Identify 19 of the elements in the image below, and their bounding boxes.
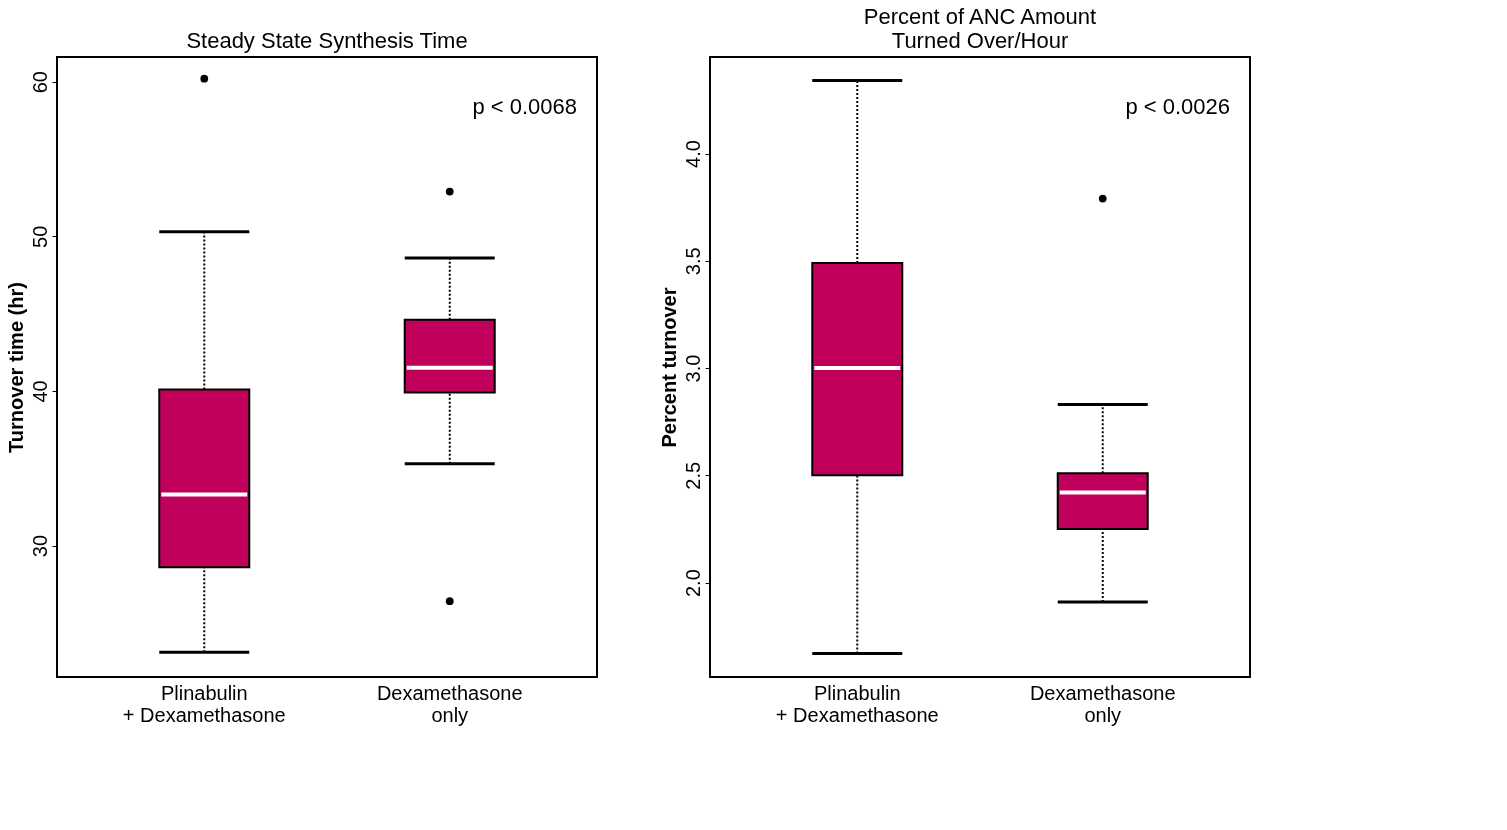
annotation: p < 0.0068 xyxy=(472,94,577,119)
y-tick-label: 3.5 xyxy=(681,247,704,276)
y-tick-label: 50 xyxy=(28,225,51,248)
x-tick-label: Dexamethasone only xyxy=(1029,681,1176,726)
chart-title: Percent of ANC Amount Turned Over/Hour xyxy=(863,4,1097,53)
y-axis-title: Percent turnover xyxy=(657,287,680,448)
x-tick-label: Plinabulin + Dexamethasone xyxy=(122,681,286,726)
y-tick-label: 3.0 xyxy=(681,354,704,383)
y-tick-label: 60 xyxy=(28,71,51,94)
y-tick-label: 2.0 xyxy=(681,569,704,598)
y-tick-label: 2.5 xyxy=(681,461,704,490)
y-tick-label: 4.0 xyxy=(681,140,704,168)
y-tick-label: 30 xyxy=(28,534,51,558)
annotation: p < 0.0026 xyxy=(1125,94,1230,119)
y-axis-title: Turnover time (hr) xyxy=(4,282,27,453)
x-tick-label: Plinabulin + Dexamethasone xyxy=(775,681,939,726)
x-tick-label: Dexamethasone only xyxy=(376,681,523,726)
y-tick-label: 40 xyxy=(28,380,51,403)
chart-title: Steady State Synthesis Time xyxy=(186,28,468,53)
